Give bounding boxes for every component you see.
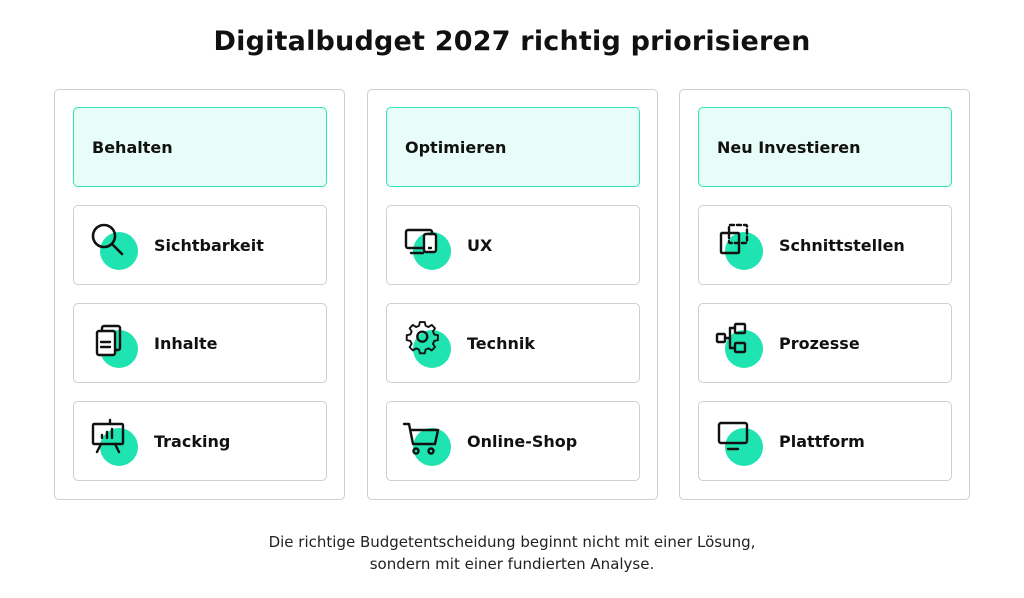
card-tracking: Tracking (73, 401, 327, 481)
card-label: Tracking (154, 431, 231, 451)
card-label: Prozesse (779, 333, 860, 353)
magnifier-icon (88, 220, 140, 272)
card-label: Inhalte (154, 333, 218, 353)
column-neu-investieren: Neu Investieren Schnittstellen Prozess (679, 89, 970, 500)
card-label: Technik (467, 333, 536, 353)
card-plattform: Plattform (698, 401, 952, 481)
column-header-optimieren: Optimieren (386, 107, 640, 187)
card-label: UX (467, 235, 493, 255)
shopping-cart-icon (401, 416, 453, 468)
process-flow-icon (713, 318, 765, 370)
card-label: Plattform (779, 431, 865, 451)
card-sichtbarkeit: Sichtbarkeit (73, 205, 327, 285)
card-label: Schnittstellen (779, 235, 905, 255)
devices-icon (401, 220, 453, 272)
column-behalten: Behalten Sichtbarkeit Inhalte (54, 89, 345, 500)
card-technik: Technik (386, 303, 640, 383)
interface-icon (713, 220, 765, 272)
card-ux: UX (386, 205, 640, 285)
card-label: Online-Shop (467, 431, 578, 451)
card-schnittstellen: Schnittstellen (698, 205, 952, 285)
monitor-icon (713, 416, 765, 468)
documents-icon (88, 318, 140, 370)
footer-text: Die richtige Budgetentscheidung beginnt … (0, 531, 1024, 575)
card-online-shop: Online-Shop (386, 401, 640, 481)
page-title: Digitalbudget 2027 richtig priorisieren (213, 26, 811, 57)
card-prozesse: Prozesse (698, 303, 952, 383)
card-label: Sichtbarkeit (154, 235, 264, 255)
footer-line-2: sondern mit einer fundierten Analyse. (369, 555, 655, 573)
footer-line-1: Die richtige Budgetentscheidung beginnt … (268, 533, 756, 551)
presentation-chart-icon (88, 416, 140, 468)
column-header-behalten: Behalten (73, 107, 327, 187)
card-inhalte: Inhalte (73, 303, 327, 383)
column-optimieren: Optimieren UX Technik (367, 89, 658, 500)
gear-icon (401, 318, 453, 370)
column-header-neu-investieren: Neu Investieren (698, 107, 952, 187)
